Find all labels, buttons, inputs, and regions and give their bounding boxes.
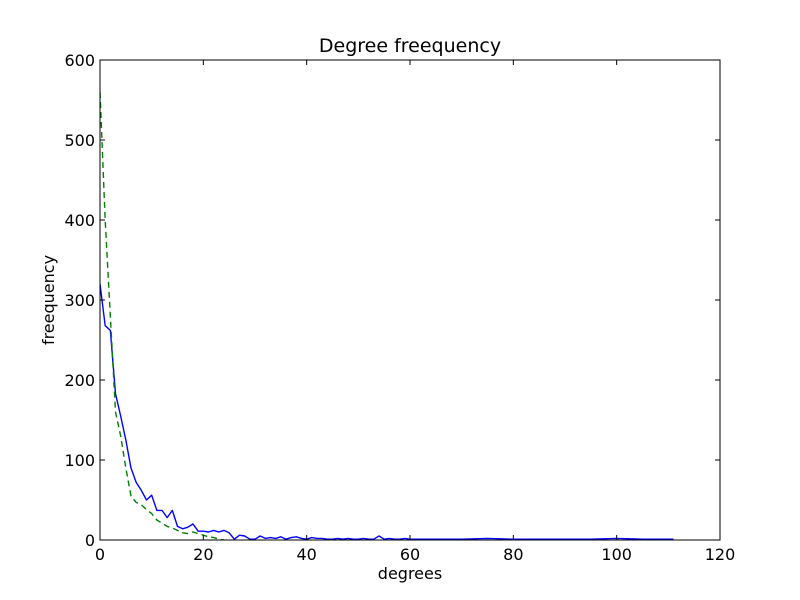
x-axis-label: degrees [378,564,442,583]
x-tick-label-40: 40 [296,545,316,564]
y-tick-label-200: 200 [64,371,95,390]
y-tick-label-400: 400 [64,211,95,230]
y-tick-label-100: 100 [64,451,95,470]
x-tick-label-0: 0 [95,545,105,564]
series-lines [100,91,674,540]
y-tick-label-300: 300 [64,291,95,310]
y-axis-label: freequency [39,255,58,345]
plot-frame [99,59,721,541]
y-tick-label-500: 500 [64,131,95,150]
series-line-2 [100,91,225,540]
y-tick-label-600: 600 [64,51,95,70]
series-line-1 [100,283,674,540]
x-tick-label-80: 80 [503,545,523,564]
x-tick-label-100: 100 [601,545,632,564]
plot-area: 0 20 40 60 80 100 120 0 100 200 300 400 500 600 [64,51,735,564]
x-tick-label-120: 120 [705,545,736,564]
chart-title: Degree freequency [319,35,501,57]
y-tick-label-0: 0 [85,531,95,550]
x-tick-label-20: 20 [193,545,213,564]
x-tick-label-60: 60 [400,545,420,564]
